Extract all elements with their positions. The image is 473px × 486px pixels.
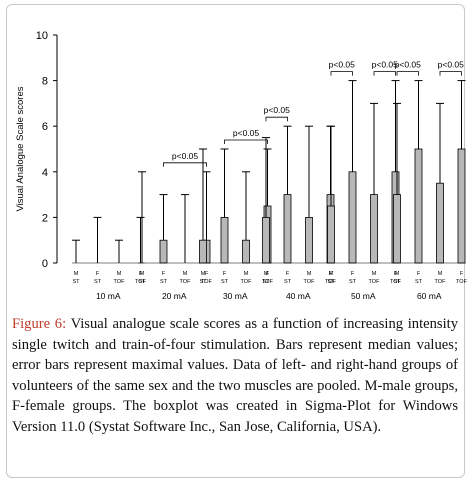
y-tick-label: 10 (36, 30, 48, 42)
bar (159, 239, 168, 264)
sub-label-sex: F (351, 271, 355, 277)
group-label: 60 mA (417, 291, 442, 301)
bar (370, 194, 378, 264)
significance-bracket (396, 71, 419, 76)
sub-label-sex: F (266, 271, 270, 277)
sub-label-sex: M (201, 271, 206, 277)
sub-label-stim: TOF (241, 279, 253, 285)
sub-label-sex: M (74, 271, 79, 277)
sub-label-stim: ST (138, 279, 146, 285)
sub-label-stim: ST (94, 279, 102, 285)
sub-label-stim: ST (415, 279, 423, 285)
caption-label: Figure 6: (12, 316, 67, 332)
bar (262, 216, 270, 264)
sub-label-stim: TOF (325, 279, 337, 285)
bar (305, 216, 313, 264)
significance-label: p<0.05 (264, 105, 291, 115)
sub-label-sex: M (395, 271, 400, 277)
group-label: 40 mA (286, 291, 311, 301)
bar (242, 239, 250, 264)
sub-label-stim: TOF (135, 279, 147, 285)
bar (220, 216, 229, 264)
y-tick-label: 2 (42, 212, 48, 224)
sub-label-sex: F (394, 271, 398, 277)
significance-bracket (330, 71, 353, 76)
sub-label-sex: F (417, 271, 421, 277)
sub-label-sex: M (244, 271, 249, 277)
sub-label-sex: F (223, 271, 227, 277)
significance-label: p<0.05 (329, 60, 356, 70)
group-label: 20 mA (162, 291, 187, 301)
sub-label-stim: ST (262, 279, 270, 285)
bar (393, 194, 401, 264)
sub-label-sex: M (329, 271, 334, 277)
significance-label: p<0.05 (172, 151, 199, 161)
sub-label-stim: TOF (304, 279, 316, 285)
significance-bracket (224, 139, 268, 144)
sub-label-stim: ST (199, 279, 207, 285)
caption-text: Visual analogue scale scores as a functi… (12, 316, 458, 435)
sub-label-sex: F (205, 271, 209, 277)
bar (348, 171, 357, 264)
bar (199, 239, 207, 264)
figure-frame (6, 4, 465, 478)
sub-label-sex: M (438, 271, 443, 277)
sub-label-stim: TOF (180, 279, 192, 285)
sub-label-sex: M (183, 271, 188, 277)
sub-label-sex: F (329, 271, 333, 277)
sub-label-stim: TOF (390, 279, 402, 285)
bar (327, 205, 335, 264)
y-tick-label: 8 (42, 76, 48, 88)
sub-label-stim: TOF (435, 279, 447, 285)
significance-bracket (265, 116, 288, 122)
sub-label-stim: TOF (369, 279, 381, 285)
group-label: 10 mA (96, 291, 121, 301)
significance-label: p<0.05 (395, 60, 422, 70)
significance-label: p<0.05 (438, 60, 465, 70)
sub-label-stim: ST (72, 279, 80, 285)
sub-label-sex: F (139, 271, 143, 277)
sub-label-stim: TOF (456, 279, 468, 285)
sub-label-sex: M (372, 271, 377, 277)
bar (436, 182, 444, 264)
sub-label-sex: F (460, 271, 464, 277)
sub-label-sex: M (117, 271, 122, 277)
sub-label-stim: ST (160, 279, 168, 285)
sub-label-sex: M (307, 271, 312, 277)
sub-label-stim: TOF (201, 279, 213, 285)
significance-label: p<0.05 (372, 60, 399, 70)
y-tick-label: 6 (42, 121, 48, 133)
group-label: 50 mA (351, 291, 376, 301)
sub-label-stim: ST (349, 279, 357, 285)
sub-label-stim: TOF (114, 279, 126, 285)
significance-bracket (373, 71, 396, 76)
y-tick-label: 0 (42, 258, 48, 270)
sub-label-sex: F (286, 271, 290, 277)
sub-label-stim: TOF (262, 279, 274, 285)
sub-label-stim: ST (327, 279, 335, 285)
bar (283, 194, 292, 264)
sub-label-stim: ST (393, 279, 401, 285)
sub-label-stim: ST (284, 279, 292, 285)
significance-label: p<0.05 (233, 128, 260, 138)
significance-bracket (439, 71, 462, 76)
figure-caption: Figure 6: Visual analogue scale scores a… (12, 314, 458, 437)
significance-bracket (163, 162, 207, 167)
y-tick-label: 4 (42, 167, 48, 179)
bar (414, 148, 423, 264)
sub-label-sex: M (140, 271, 145, 277)
sub-label-sex: F (162, 271, 166, 277)
sub-label-sex: M (264, 271, 269, 277)
sub-label-sex: F (96, 271, 100, 277)
bar (457, 148, 466, 264)
sub-label-stim: ST (221, 279, 229, 285)
y-axis-label: Visual Analogue Scale scores (15, 86, 26, 211)
group-label: 30 mA (223, 291, 248, 301)
